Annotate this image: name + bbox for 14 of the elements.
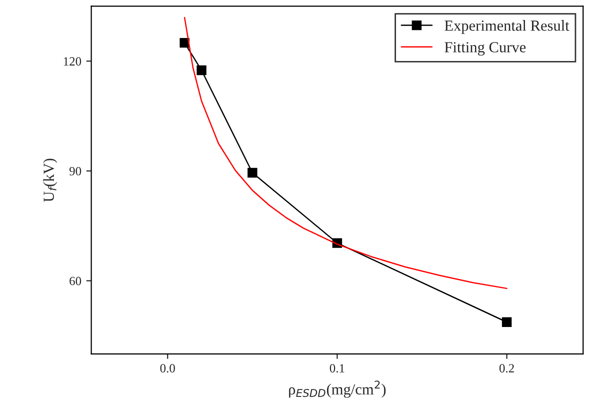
x-axis-title: ρ$_{ESDD}$(mg/cm$^{2}$) (289, 380, 386, 398)
x-tick-label: 0.1 (330, 364, 344, 373)
point (196, 65, 206, 76)
legend-label: Experimental Result (444, 20, 570, 34)
y-tick-label: 120 (64, 57, 82, 66)
x-tick-label: 0.0 (160, 364, 175, 373)
x-tick-label: 0.2 (499, 364, 514, 373)
point (180, 38, 190, 48)
y-axis-title: U$_{f}$(kV) (43, 158, 58, 202)
legend-label: Fitting Curve (444, 42, 526, 56)
y-tick-label: 90 (69, 166, 82, 176)
point (248, 168, 258, 178)
y-tick-label: 60 (70, 276, 82, 286)
point (502, 317, 512, 327)
